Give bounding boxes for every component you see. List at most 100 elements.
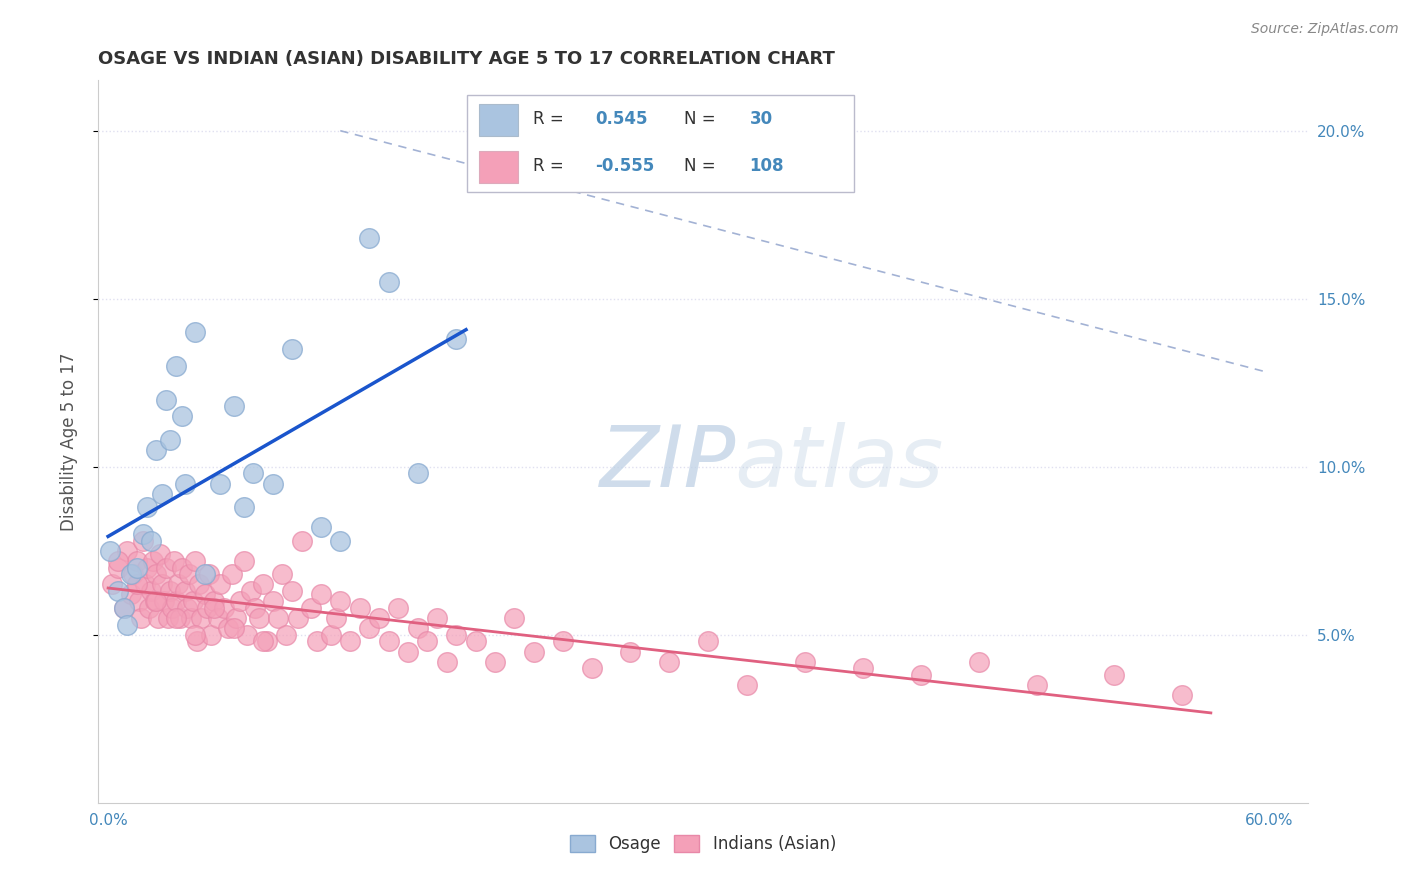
Point — [319, 628, 342, 642]
Point — [135, 500, 157, 514]
Point — [159, 433, 181, 447]
Point — [127, 577, 149, 591]
Point — [416, 634, 439, 648]
Point — [436, 655, 458, 669]
Point — [359, 621, 381, 635]
Point — [150, 486, 173, 500]
Point — [339, 634, 361, 648]
Point — [359, 231, 381, 245]
Point — [735, 678, 758, 692]
Point — [132, 527, 155, 541]
Point — [262, 594, 284, 608]
Point — [148, 611, 170, 625]
Point — [170, 560, 193, 574]
Point — [523, 644, 546, 658]
Point — [120, 567, 142, 582]
Point — [222, 621, 245, 635]
Point — [290, 533, 312, 548]
Point — [160, 600, 183, 615]
Point — [149, 547, 172, 561]
Point — [207, 611, 229, 625]
Point — [184, 628, 207, 642]
Point — [377, 275, 399, 289]
Point — [426, 611, 449, 625]
Point — [240, 584, 263, 599]
Point — [134, 577, 156, 591]
Point — [1025, 678, 1047, 692]
Point — [242, 467, 264, 481]
Point — [139, 533, 162, 548]
Point — [155, 392, 177, 407]
Point — [262, 476, 284, 491]
Point — [503, 611, 526, 625]
Point — [325, 611, 347, 625]
Point — [217, 621, 239, 635]
Point — [117, 617, 139, 632]
Point — [696, 634, 718, 648]
Text: ZIP: ZIP — [600, 422, 737, 505]
Point — [166, 577, 188, 591]
Point — [194, 587, 217, 601]
Legend: Osage, Indians (Asian): Osage, Indians (Asian) — [564, 828, 842, 860]
Point — [464, 634, 486, 648]
Point — [222, 399, 245, 413]
Point — [446, 628, 468, 642]
Point — [153, 594, 176, 608]
Point — [967, 655, 990, 669]
Point — [145, 442, 167, 457]
Point — [165, 359, 187, 373]
Point — [243, 600, 266, 615]
Point — [368, 611, 391, 625]
Point — [145, 594, 167, 608]
Point — [267, 611, 290, 625]
Point — [349, 600, 371, 615]
Point — [101, 577, 124, 591]
Point — [274, 628, 297, 642]
Point — [138, 600, 160, 615]
Point — [581, 661, 603, 675]
Point — [155, 560, 177, 574]
Point — [406, 467, 429, 481]
Point — [128, 594, 150, 608]
Point — [127, 554, 149, 568]
Point — [1102, 668, 1125, 682]
Point — [299, 600, 322, 615]
Point — [195, 600, 218, 615]
Point — [184, 554, 207, 568]
Point — [98, 543, 121, 558]
Point — [112, 600, 135, 615]
Point — [309, 520, 332, 534]
Point — [180, 611, 202, 625]
Point — [142, 554, 165, 568]
Point — [329, 533, 352, 548]
Point — [194, 567, 217, 582]
Point — [107, 584, 129, 599]
Point — [150, 577, 173, 591]
Point — [117, 543, 139, 558]
Point — [122, 567, 145, 582]
Point — [225, 611, 247, 625]
Point — [200, 628, 222, 642]
Point — [129, 611, 152, 625]
Point — [232, 554, 254, 568]
Point — [256, 634, 278, 648]
Point — [163, 554, 186, 568]
Point — [396, 644, 419, 658]
Point — [281, 342, 304, 356]
Point — [197, 567, 219, 582]
Point — [179, 567, 201, 582]
Point — [281, 584, 304, 599]
Point — [209, 476, 232, 491]
Point — [658, 655, 681, 669]
Point — [329, 594, 352, 608]
Point — [309, 587, 332, 601]
Point — [406, 621, 429, 635]
Text: OSAGE VS INDIAN (ASIAN) DISABILITY AGE 5 TO 17 CORRELATION CHART: OSAGE VS INDIAN (ASIAN) DISABILITY AGE 5… — [98, 50, 835, 68]
Point — [127, 560, 149, 574]
Point — [212, 600, 235, 615]
Point — [232, 500, 254, 514]
Text: Source: ZipAtlas.com: Source: ZipAtlas.com — [1251, 22, 1399, 37]
Point — [139, 584, 162, 599]
Point — [107, 554, 129, 568]
Point — [484, 655, 506, 669]
